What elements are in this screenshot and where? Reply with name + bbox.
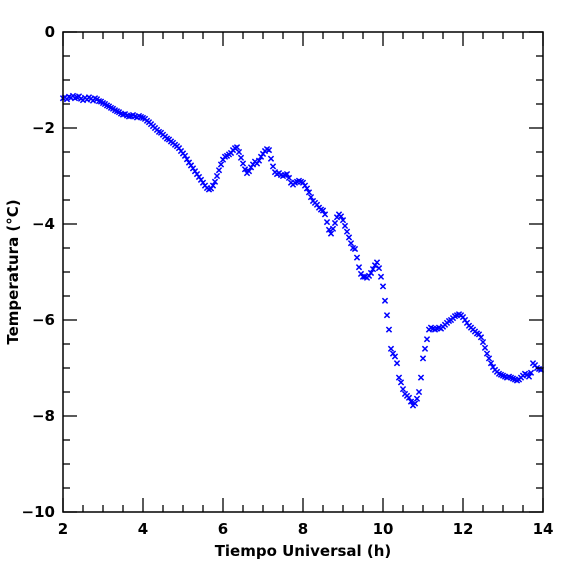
data-point [487,360,495,367]
data-point [209,182,217,189]
data-point [269,163,277,170]
data-point [387,345,395,352]
data-point [327,230,335,237]
data-point [181,152,189,159]
data-point [527,369,535,376]
data-point [485,355,493,362]
x-tick-label: 10 [373,520,394,538]
x-tick-label: 2 [58,520,68,538]
data-point [421,345,429,352]
data-point [481,344,489,351]
tick-labels: 2 4 6 8 10 12 14 −10 −8 −6 −4 −2 0 [22,23,554,538]
data-point [241,166,249,173]
x-tick-label: 8 [298,520,308,538]
data-point [321,211,329,218]
data-point [183,156,191,163]
data-point [235,148,243,156]
data-point [233,144,241,151]
data-point [379,283,387,290]
data-point [337,213,345,220]
data-point [343,228,351,235]
data-point [237,154,245,161]
data-point [345,234,353,241]
data-point [329,225,337,232]
data-point [413,395,421,402]
x-axis-label: Tiempo Universal (h) [215,542,392,560]
data-point [381,297,389,304]
data-point [267,155,275,162]
y-axis-label: Temperatura (°C) [4,199,22,344]
data-point [525,373,533,380]
data-point [377,273,385,280]
y-tick-label: 0 [45,23,55,41]
data-point [331,219,339,227]
data-point [353,254,361,261]
data-point [213,172,221,180]
data-point [419,355,427,362]
data-point [383,312,391,319]
data-point [369,265,377,273]
data-point [405,394,413,401]
data-point [423,336,431,343]
y-tick-label: −10 [22,503,55,521]
data-point [375,265,383,272]
data-point [397,379,405,386]
data-point [265,146,273,154]
data-point [215,167,223,174]
x-tick-label: 14 [533,520,554,538]
data-point [323,218,331,226]
data-point [393,360,401,367]
data-point [303,185,311,192]
data-point [477,334,485,341]
data-point [417,374,425,381]
data-point [399,385,407,393]
data-point [245,168,253,175]
data-points [59,92,545,409]
data-point [239,160,247,167]
data-point [415,388,423,396]
data-point [411,400,419,407]
x-tick-label: 6 [218,520,228,538]
data-point [307,193,315,201]
data-point [347,240,355,247]
data-point [483,350,491,357]
data-point [283,170,291,178]
data-point [351,245,359,253]
data-point [407,398,415,405]
data-point [479,338,487,346]
data-point [211,178,219,185]
data-point [385,326,393,333]
y-tick-label: −8 [32,407,55,425]
data-point [319,207,327,214]
y-tick-label: −4 [32,215,55,233]
data-point [395,374,403,381]
data-point [255,157,263,164]
data-point [373,259,381,266]
x-tick-label: 12 [453,520,474,538]
data-point [285,174,293,182]
x-tick-label: 4 [138,520,148,538]
y-tick-label: −6 [32,311,55,329]
y-tick-label: −2 [32,119,55,137]
data-point [341,222,349,230]
data-point [355,264,363,271]
data-point [391,353,399,360]
data-point [367,269,375,277]
data-point [339,217,347,224]
data-point [305,189,313,196]
plot-frame [62,31,544,513]
axis-ticks [62,31,544,513]
data-point [217,161,225,168]
